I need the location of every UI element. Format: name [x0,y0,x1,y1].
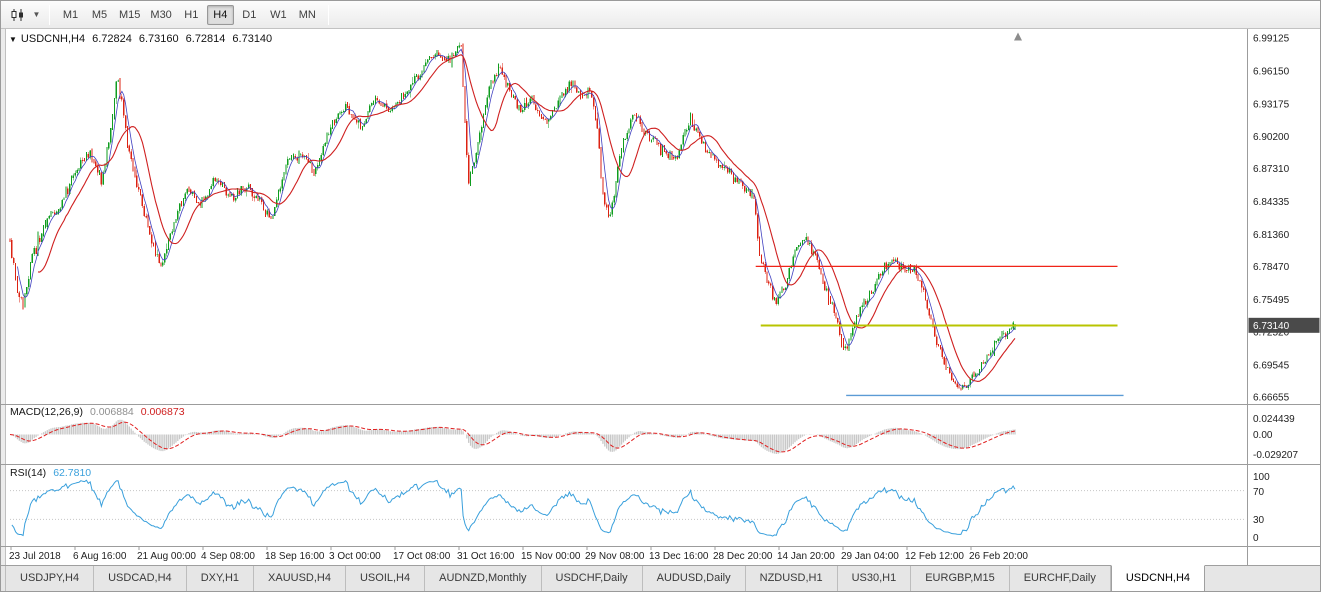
chart-shift-marker-icon [1014,32,1022,41]
chart-tab-xauusd[interactable]: XAUUSD,H4 [254,566,346,591]
chart-tab-usoil[interactable]: USOIL,H4 [346,566,426,591]
ohlc-high: 6.73160 [138,33,179,45]
svg-text:0.024439: 0.024439 [1253,414,1295,425]
svg-text:31 Oct 16:00: 31 Oct 16:00 [457,551,515,562]
svg-text:0: 0 [1253,533,1259,544]
current-price-badge [1248,317,1320,333]
timeframe-buttons: M1 M5 M15 M30 H1 H4 D1 W1 MN [56,4,322,25]
chart-frame [1,29,1320,567]
macd-indicator [9,419,1016,454]
timeframe-button-w1[interactable]: W1 [270,8,287,21]
svg-text:4 Sep 08:00: 4 Sep 08:00 [201,551,255,562]
svg-text:6.78470: 6.78470 [1253,262,1290,273]
svg-text:6.93175: 6.93175 [1253,99,1290,110]
ma-slow-line [37,54,1016,382]
svg-text:-0.029207: -0.029207 [1253,450,1298,461]
svg-text:13 Dec 16:00: 13 Dec 16:00 [649,551,709,562]
svg-text:70: 70 [1253,487,1265,498]
rsi-indicator [10,479,1246,537]
svg-text:100: 100 [1253,472,1270,483]
chart-title: ▼ USDCNH,H4 6.72824 6.73160 6.72814 6.73140 [9,33,272,45]
svg-text:6.66655: 6.66655 [1253,393,1290,404]
svg-text:30: 30 [1253,515,1265,526]
chart-tab-usdchf[interactable]: USDCHF,Daily [542,566,643,591]
ohlc-open: 6.72824 [92,33,132,45]
chart-tabs: USDJPY,H4 USDCAD,H4 DXY,H1 XAUUSD,H4 USOIL,H… [1,565,1320,591]
svg-text:6.73140: 6.73140 [1253,321,1290,332]
timeframe-button-m5[interactable]: M5 [91,8,108,21]
svg-text:6.81360: 6.81360 [1253,230,1290,241]
svg-text:6.75495: 6.75495 [1253,295,1290,306]
svg-text:0.00: 0.00 [1253,430,1273,441]
rsi-line [11,479,1016,537]
chart-tab-us30[interactable]: US30,H1 [838,566,912,591]
svg-text:3 Oct 00:00: 3 Oct 00:00 [329,551,381,562]
chart-tab-nzdusd[interactable]: NZDUSD,H1 [746,566,838,591]
toolbar-separator [327,4,329,25]
svg-text:6.87310: 6.87310 [1253,164,1290,175]
rsi-axis: 100 70 30 0 [1253,472,1270,544]
chart-symbol-label: USDCNH,H4 [20,33,86,45]
svg-text:6 Aug 16:00: 6 Aug 16:00 [73,551,127,562]
moving-averages [17,48,1016,388]
svg-text:29 Nov 08:00: 29 Nov 08:00 [585,551,645,562]
price-axis: 6.99125 6.96150 6.93175 6.90200 6.87310 6.843… [1248,34,1320,404]
rsi-label: RSI(14) 62.7810 [10,467,91,479]
svg-text:28 Dec 20:00: 28 Dec 20:00 [713,551,773,562]
chart-tab-usdjpy[interactable]: USDJPY,H4 [5,566,95,591]
toolbar: ▼ M1 M5 M15 M30 H1 H4 D1 W1 MN [1,1,1320,29]
chart-type-button[interactable] [6,4,30,26]
level-lines [755,265,1124,397]
svg-text:6.69545: 6.69545 [1253,361,1290,372]
svg-text:6.72520: 6.72520 [1253,328,1290,339]
svg-text:14 Jan 20:00: 14 Jan 20:00 [777,551,835,562]
candlestick-chart-icon [11,8,23,21]
macd-signal-value: 0.006873 [140,406,185,418]
ohlc-close: 6.73140 [232,33,273,45]
chart-tab-eurchf[interactable]: EURCHF,Daily [1010,566,1111,591]
timeframe-button-m30[interactable]: M30 [150,8,172,21]
svg-text:6.96150: 6.96150 [1253,66,1290,77]
ma-fast-line [17,48,1016,388]
macd-main-value: 0.006884 [89,406,134,418]
chart-type-dropdown[interactable]: ▼ [32,10,41,19]
timeframe-button-h1[interactable]: H1 [184,8,199,21]
macd-label: MACD(12,26,9) 0.006884 0.006873 [10,406,185,418]
timeframe-button-h4[interactable]: H4 [206,4,234,25]
timeframe-button-d1[interactable]: D1 [242,8,257,21]
chart-canvas[interactable]: 6.99125 6.96150 6.93175 6.90200 6.87310 6.843… [1,29,1321,567]
timeframe-button-mn[interactable]: MN [298,8,316,21]
svg-text:6.84335: 6.84335 [1253,197,1290,208]
chart-tab-audusd[interactable]: AUDUSD,Daily [643,566,746,591]
svg-text:15 Nov 00:00: 15 Nov 00:00 [521,551,581,562]
rsi-name: RSI(14) [10,467,47,479]
chart-tab-usdcad[interactable]: USDCAD,H4 [94,566,187,591]
macd-axis: 0.024439 0.00 -0.029207 [1253,414,1298,461]
svg-text:6.90200: 6.90200 [1253,132,1290,143]
timeframe-button-m1[interactable]: M1 [62,8,79,21]
chart-tab-audnzd[interactable]: AUDNZD,Monthly [425,566,542,591]
svg-text:6.99125: 6.99125 [1253,34,1290,45]
macd-name: MACD(12,26,9) [10,406,83,418]
chart-tab-dxy[interactable]: DXY,H1 [187,566,255,591]
date-axis: 23 Jul 2018 6 Aug 16:00 21 Aug 00:00 4 Sep … [9,546,1028,562]
svg-text:29 Jan 04:00: 29 Jan 04:00 [841,551,899,562]
chart-tab-eurgbp[interactable]: EURGBP,M15 [911,566,1010,591]
chart-tab-usdcnh[interactable]: USDCNH,H4 [1110,565,1206,591]
timeframe-button-m15[interactable]: M15 [119,8,141,21]
svg-text:12 Feb 12:00: 12 Feb 12:00 [905,551,964,562]
svg-text:21 Aug 00:00: 21 Aug 00:00 [137,551,196,562]
svg-text:18 Sep 16:00: 18 Sep 16:00 [265,551,325,562]
symbol-dropdown-icon[interactable]: ▼ [9,35,17,44]
svg-text:26 Feb 20:00: 26 Feb 20:00 [969,551,1028,562]
candlestick-series [9,42,1016,391]
rsi-value: 62.7810 [53,467,92,479]
svg-text:17 Oct 08:00: 17 Oct 08:00 [393,551,451,562]
macd-signal-line [9,421,1016,453]
ohlc-low: 6.72814 [185,33,226,45]
svg-text:23 Jul 2018: 23 Jul 2018 [9,551,61,562]
toolbar-separator [49,4,50,25]
